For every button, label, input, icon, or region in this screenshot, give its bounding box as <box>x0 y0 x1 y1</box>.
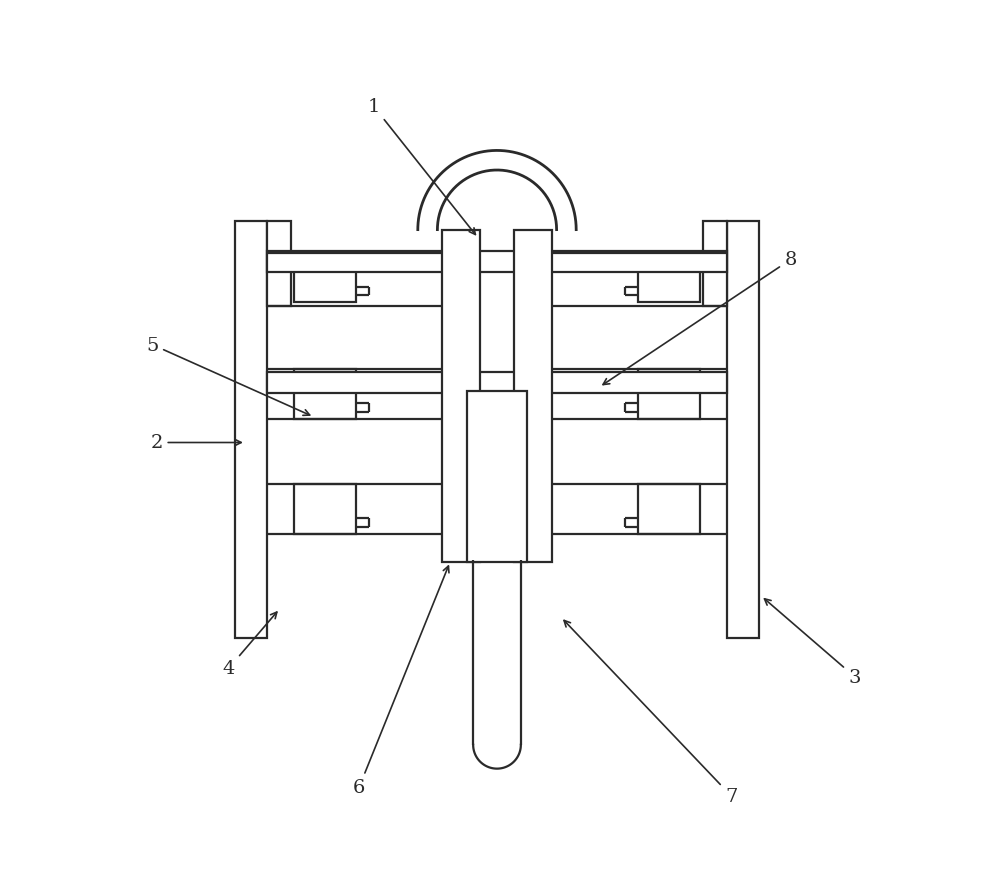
Bar <box>267 222 291 307</box>
Bar <box>514 230 553 562</box>
Bar <box>467 392 527 562</box>
Bar <box>267 372 727 393</box>
Text: 7: 7 <box>564 621 738 805</box>
Bar <box>638 253 700 303</box>
Text: 3: 3 <box>764 599 861 686</box>
Text: 4: 4 <box>223 612 277 678</box>
Text: 6: 6 <box>353 566 449 797</box>
Bar <box>703 222 727 307</box>
Bar <box>267 252 727 273</box>
Text: 1: 1 <box>368 98 475 236</box>
Bar <box>294 253 356 303</box>
Bar <box>638 369 700 419</box>
Bar <box>727 222 759 639</box>
Bar <box>638 485 700 534</box>
Text: 2: 2 <box>150 434 242 452</box>
Text: 8: 8 <box>603 251 797 385</box>
Bar <box>294 369 356 419</box>
Bar <box>235 222 267 639</box>
Text: 5: 5 <box>146 336 310 416</box>
Bar <box>294 485 356 534</box>
Bar <box>441 230 480 562</box>
